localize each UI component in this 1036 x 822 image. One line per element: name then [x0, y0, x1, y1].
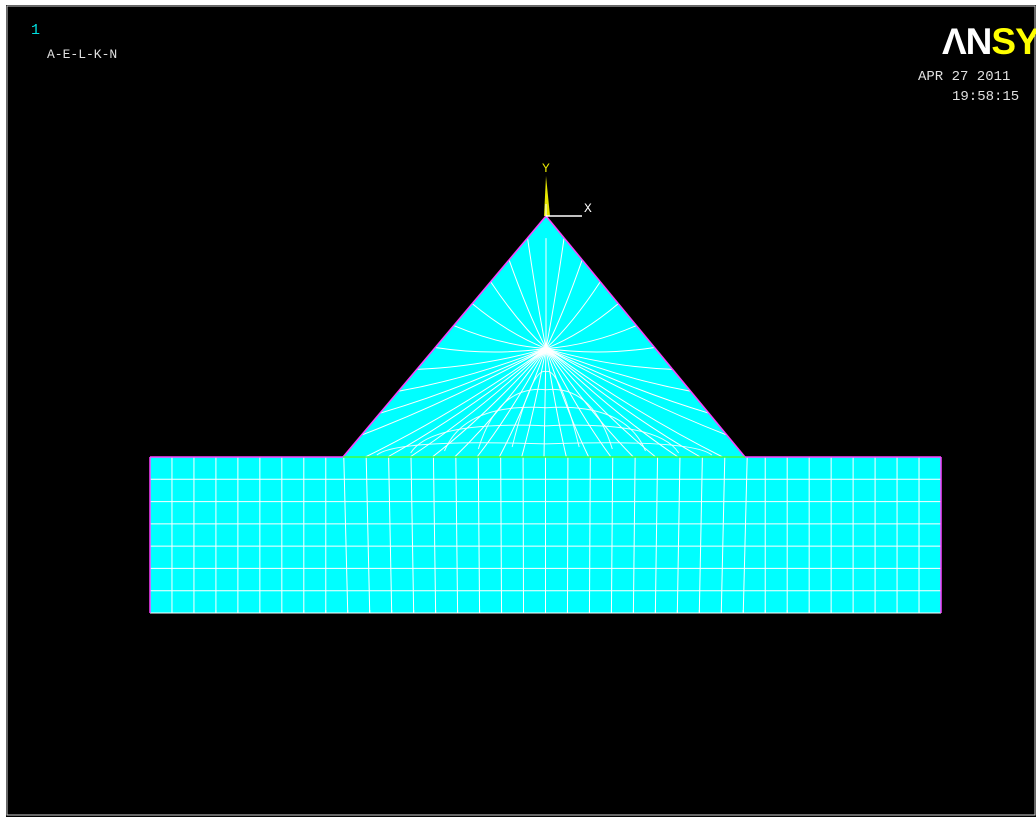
weld-mesh-left-line — [416, 348, 547, 370]
weld-mesh-radial-line — [545, 348, 723, 458]
plate-mesh-row-line — [149, 589, 942, 592]
weld-mesh-left-line — [361, 348, 547, 436]
weld-mesh-radial-line — [365, 348, 547, 458]
weld-right-boundary — [545, 215, 746, 458]
plate-mesh-column-line — [455, 456, 459, 614]
plate-mesh-column-line — [698, 456, 703, 614]
plate-mesh-column-line — [720, 456, 726, 614]
weld-mesh-radial-line — [454, 348, 547, 458]
weld-mesh-left-line — [527, 237, 547, 349]
date-stamp: APR 27 2011 — [918, 69, 1011, 85]
weld-mesh-left-line — [453, 325, 547, 350]
plate-mesh-column-line — [588, 456, 591, 614]
plate-mesh-row-line — [149, 500, 942, 503]
weld-mesh-ring-line — [444, 406, 646, 452]
time-stamp: 19:58:15 — [952, 89, 1020, 105]
plot-label: A-E-L-K-N — [47, 47, 118, 62]
weld-mesh-left-line — [379, 348, 547, 414]
weld-mesh-radial-line — [476, 348, 547, 458]
window-number: 1 — [31, 22, 41, 39]
logo-suffix: SY — [991, 21, 1036, 62]
weld-mesh-right-line — [545, 348, 709, 414]
graphics-border — [6, 5, 1036, 816]
plate-mesh-column-line — [477, 456, 481, 614]
weld-mesh-right-line — [545, 259, 583, 349]
plate-mesh-row-line — [149, 567, 942, 570]
plate-mesh-column-line — [676, 456, 681, 614]
y-axis-label: Y — [542, 161, 550, 176]
mesh-canvas[interactable]: YX — [6, 5, 1036, 817]
plate-mesh-column-line — [654, 456, 659, 614]
logo-prefix: ΛN — [942, 21, 992, 62]
weld-mesh-radial-line — [545, 348, 634, 458]
weld-mesh-right-line — [545, 303, 619, 350]
weld-mesh-radial-line — [409, 348, 547, 458]
weld-mesh-right-line — [545, 281, 601, 349]
plate-mesh-row-line — [149, 478, 942, 481]
weld-mesh-ring-line — [511, 370, 580, 448]
axis-triad: YX — [542, 161, 592, 217]
plate-mesh-column-line — [632, 456, 636, 614]
weld-mesh-right-line — [545, 325, 637, 350]
weld-mesh-radial-line — [432, 348, 547, 458]
weld-mesh-ring-line — [410, 424, 680, 454]
weld-mesh-left-line — [508, 259, 547, 349]
weld-mesh-radial-line — [545, 348, 679, 458]
weld-mesh-right-line — [545, 348, 691, 392]
weld-mesh-left-line — [471, 303, 547, 350]
plate-mesh-column-line — [343, 456, 349, 614]
plate-mesh-column-line — [500, 456, 503, 614]
mesh-model[interactable] — [149, 215, 942, 614]
weld-mesh-left-line — [435, 346, 547, 353]
weld-mesh-right-line — [545, 237, 565, 349]
plate-mesh-column-line — [742, 456, 748, 614]
y-axis-arrow-icon — [544, 176, 550, 216]
weld-mesh-ring-line — [376, 442, 713, 456]
plate-mesh-column-line — [432, 456, 437, 614]
ansys-logo: ΛNSY — [942, 23, 1036, 60]
weld-mesh-left-line — [398, 348, 547, 392]
weld-mesh-left-line — [490, 281, 547, 349]
x-axis-label: X — [584, 201, 592, 216]
plate-mesh-column-line — [410, 456, 415, 614]
weld-mesh-right-line — [545, 348, 673, 370]
plate-mesh-column-line — [388, 456, 393, 614]
plate-mesh-row-line — [149, 522, 942, 525]
weld-mesh-right-line — [545, 348, 728, 436]
weld-left-boundary — [342, 215, 547, 458]
plate-mesh-row-line — [149, 545, 942, 547]
weld-mesh-right-line — [545, 346, 655, 353]
weld-mesh-ring-line — [477, 388, 613, 450]
plate-mesh-column-line — [610, 456, 614, 614]
plate-mesh-column-line — [365, 456, 371, 614]
